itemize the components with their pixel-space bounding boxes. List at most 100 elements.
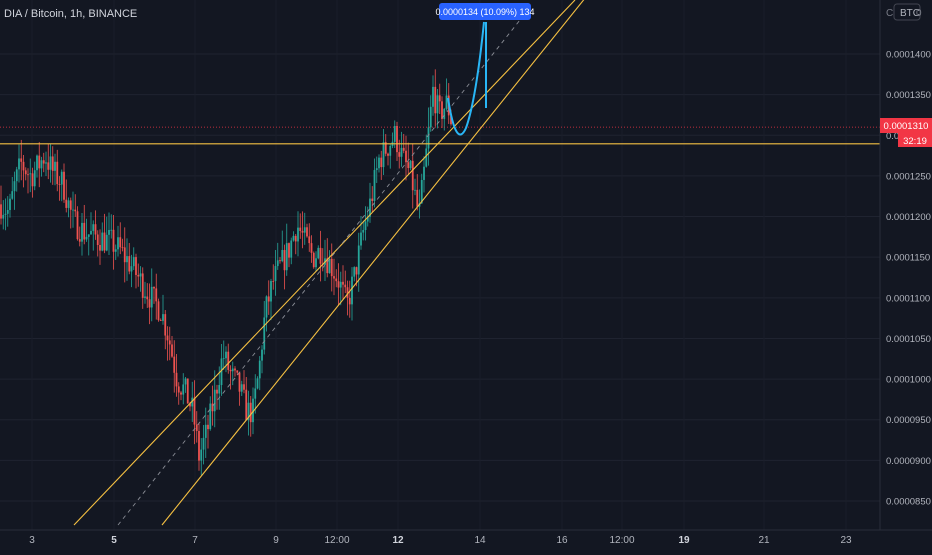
candle-body bbox=[445, 95, 448, 109]
price-tick-label: 0.0001050 bbox=[886, 334, 931, 345]
candle-body bbox=[69, 200, 72, 210]
candle-body bbox=[443, 108, 446, 119]
candle-body bbox=[409, 160, 412, 169]
channel-lower-line[interactable] bbox=[161, 0, 590, 526]
candle-body bbox=[211, 403, 214, 412]
candle-body bbox=[56, 161, 59, 185]
candle-body bbox=[150, 286, 153, 308]
candle-body bbox=[173, 356, 176, 373]
candle-body bbox=[164, 314, 167, 336]
currency-badge-suffix: 0 bbox=[916, 8, 922, 19]
candle-body bbox=[353, 267, 356, 277]
candle-body bbox=[83, 222, 86, 240]
candle-body bbox=[281, 250, 284, 262]
candle-body bbox=[9, 198, 11, 210]
candle-body bbox=[184, 378, 187, 385]
time-tick-label: 12:00 bbox=[324, 535, 349, 546]
candle-body bbox=[265, 296, 268, 318]
candle-body bbox=[139, 273, 142, 277]
candle-body bbox=[47, 162, 50, 170]
candle-body bbox=[355, 267, 358, 275]
candle-body bbox=[33, 170, 36, 187]
candle-body bbox=[117, 237, 119, 250]
candle-body bbox=[27, 174, 29, 176]
symbol-title: DIA / Bitcoin, 1h, BINANCE bbox=[4, 8, 137, 20]
candle-body bbox=[301, 230, 304, 233]
candle-body bbox=[193, 397, 196, 425]
candle-body bbox=[229, 369, 232, 372]
candle-body bbox=[375, 168, 378, 171]
candle-body bbox=[202, 437, 205, 450]
candle-body bbox=[319, 247, 322, 264]
candle-body bbox=[245, 389, 248, 421]
candle-body bbox=[362, 230, 365, 233]
candle-body bbox=[92, 224, 95, 231]
candle-body bbox=[380, 157, 383, 168]
candle-body bbox=[432, 86, 434, 107]
price-tick-label: 0.0001000 bbox=[886, 375, 931, 386]
candle-body bbox=[393, 125, 396, 142]
candle-body bbox=[231, 368, 234, 372]
candle-body bbox=[333, 276, 335, 279]
candle-body bbox=[204, 424, 207, 438]
candle-body bbox=[76, 211, 79, 240]
candle-body bbox=[18, 158, 20, 170]
candle-body bbox=[24, 170, 27, 175]
candle-body bbox=[153, 286, 155, 289]
candle-body bbox=[20, 158, 23, 162]
candle-body bbox=[247, 402, 250, 421]
candle-body bbox=[108, 230, 110, 235]
candle-body bbox=[132, 257, 135, 267]
candle-body bbox=[38, 155, 41, 169]
candle-body bbox=[450, 115, 452, 125]
projection-label-box bbox=[439, 3, 531, 20]
candle-body bbox=[146, 296, 149, 300]
candle-body bbox=[366, 216, 369, 222]
candle-body bbox=[405, 150, 407, 163]
candle-body bbox=[344, 284, 347, 288]
candle-body bbox=[11, 191, 14, 199]
candle-body bbox=[126, 256, 128, 263]
candle-body bbox=[218, 385, 221, 394]
candle-body bbox=[420, 179, 423, 204]
candle-body bbox=[121, 247, 124, 249]
candle-body bbox=[45, 162, 47, 164]
candle-body bbox=[384, 142, 387, 154]
candle-body bbox=[441, 101, 443, 119]
time-axis[interactable]: 3 5 7 9 12:00 12 14 16 12:00 19 21 23 bbox=[29, 535, 852, 546]
price-axis[interactable]: 0.00014000.00013500.00013000.00012500.00… bbox=[886, 50, 931, 508]
candle-body bbox=[49, 156, 52, 170]
price-axis-panel[interactable] bbox=[880, 0, 932, 530]
candle-body bbox=[427, 127, 430, 149]
currency-badge[interactable] bbox=[893, 3, 921, 21]
time-axis-panel[interactable] bbox=[0, 530, 932, 550]
countdown-tag-box bbox=[898, 133, 932, 147]
time-tick-label: 19 bbox=[678, 535, 690, 546]
candle-body bbox=[90, 230, 92, 235]
candle-body bbox=[186, 378, 189, 404]
candle-body bbox=[135, 257, 137, 275]
candle-body bbox=[272, 281, 275, 282]
candle-body bbox=[337, 281, 340, 288]
candle-body bbox=[236, 370, 239, 373]
time-tick-label: 14 bbox=[474, 535, 486, 546]
projection-curve[interactable] bbox=[447, 21, 485, 136]
candle-body bbox=[213, 389, 216, 412]
channel-median-line bbox=[117, 19, 521, 526]
candle-body bbox=[369, 198, 371, 217]
candle-body bbox=[396, 125, 398, 153]
time-tick-label: 3 bbox=[29, 535, 35, 546]
candle-body bbox=[13, 181, 16, 192]
candle-body bbox=[72, 209, 74, 211]
channel-upper-line[interactable] bbox=[73, 0, 576, 526]
candle-body bbox=[65, 199, 68, 208]
candle-body bbox=[256, 378, 259, 389]
candle-body bbox=[423, 166, 425, 180]
time-tick-label: 21 bbox=[758, 535, 770, 546]
candle-body bbox=[436, 95, 439, 114]
currency-badge-label: BTC bbox=[900, 8, 920, 19]
candle-body bbox=[29, 173, 32, 175]
candle-body bbox=[346, 287, 349, 298]
